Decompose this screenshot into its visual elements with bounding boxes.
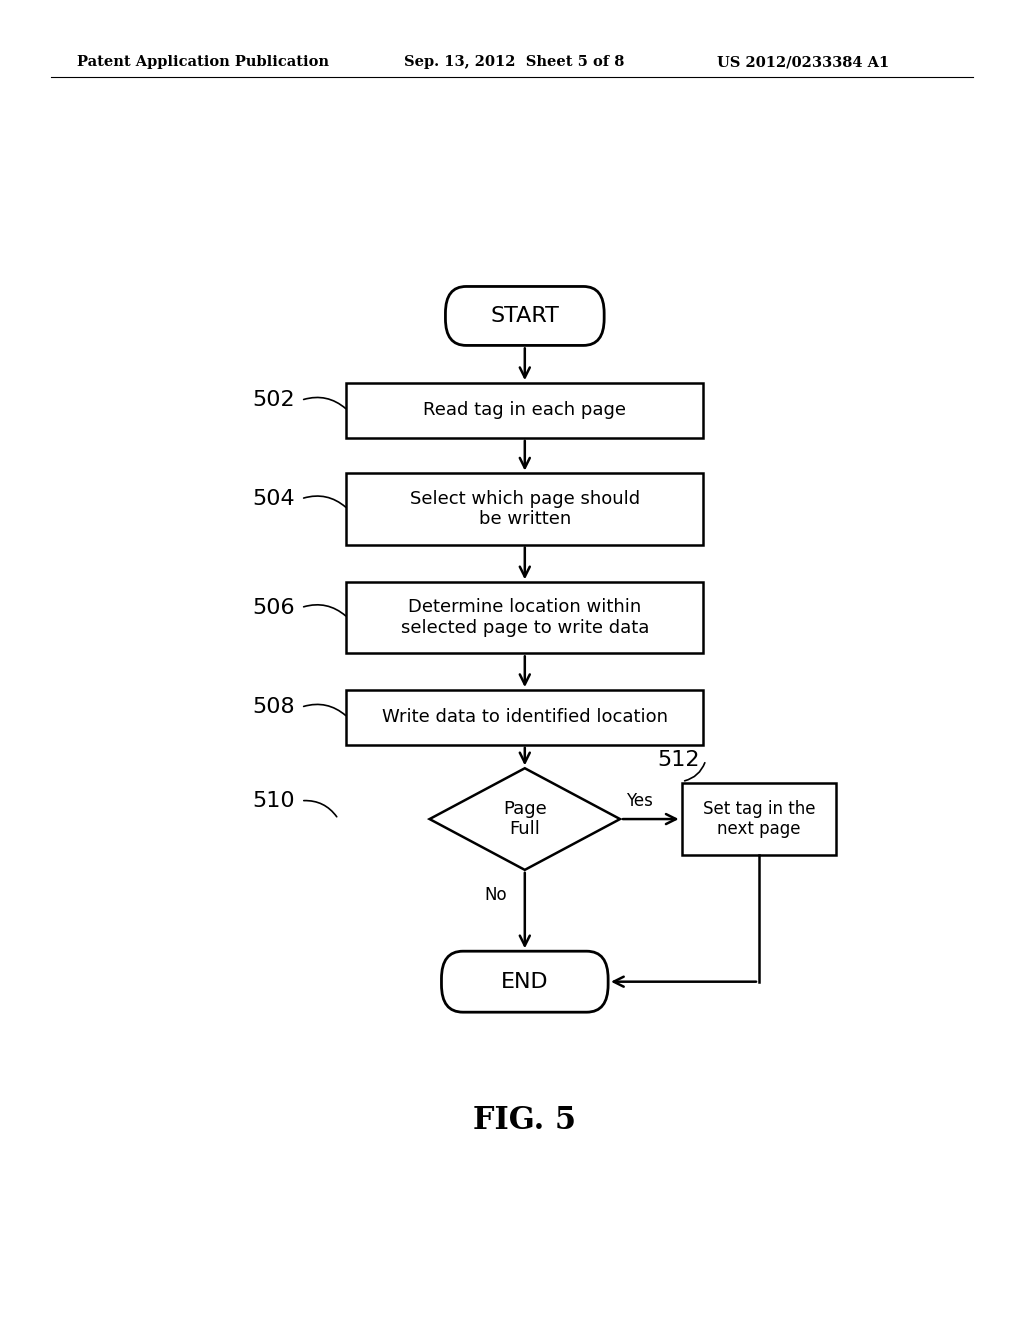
Bar (346, 383, 703, 438)
FancyArrowPatch shape (304, 605, 346, 616)
Text: 510: 510 (252, 791, 295, 810)
Text: 504: 504 (252, 488, 295, 510)
FancyArrowPatch shape (304, 397, 346, 409)
Bar (346, 582, 703, 653)
Text: END: END (501, 972, 549, 991)
FancyArrowPatch shape (304, 496, 346, 507)
Text: Yes: Yes (627, 792, 653, 809)
Bar (346, 474, 703, 545)
Text: Set tag in the
next page: Set tag in the next page (702, 800, 815, 838)
Bar (682, 784, 837, 854)
Text: FIG. 5: FIG. 5 (473, 1105, 577, 1137)
Text: 508: 508 (252, 697, 295, 717)
Polygon shape (430, 768, 620, 870)
Bar (346, 690, 703, 744)
Text: Read tag in each page: Read tag in each page (423, 401, 627, 420)
FancyArrowPatch shape (685, 763, 705, 781)
FancyBboxPatch shape (445, 286, 604, 346)
Text: US 2012/0233384 A1: US 2012/0233384 A1 (717, 55, 889, 70)
Text: Select which page should
be written: Select which page should be written (410, 490, 640, 528)
Text: 506: 506 (252, 598, 295, 618)
Text: Patent Application Publication: Patent Application Publication (77, 55, 329, 70)
Text: Page
Full: Page Full (503, 800, 547, 838)
Text: 502: 502 (252, 391, 295, 411)
Text: 512: 512 (656, 750, 699, 770)
FancyArrowPatch shape (304, 705, 346, 715)
Text: START: START (490, 306, 559, 326)
Text: No: No (484, 886, 507, 904)
Text: Sep. 13, 2012  Sheet 5 of 8: Sep. 13, 2012 Sheet 5 of 8 (404, 55, 625, 70)
Text: Determine location within
selected page to write data: Determine location within selected page … (400, 598, 649, 638)
FancyArrowPatch shape (304, 800, 337, 817)
Text: Write data to identified location: Write data to identified location (382, 709, 668, 726)
FancyBboxPatch shape (441, 952, 608, 1012)
